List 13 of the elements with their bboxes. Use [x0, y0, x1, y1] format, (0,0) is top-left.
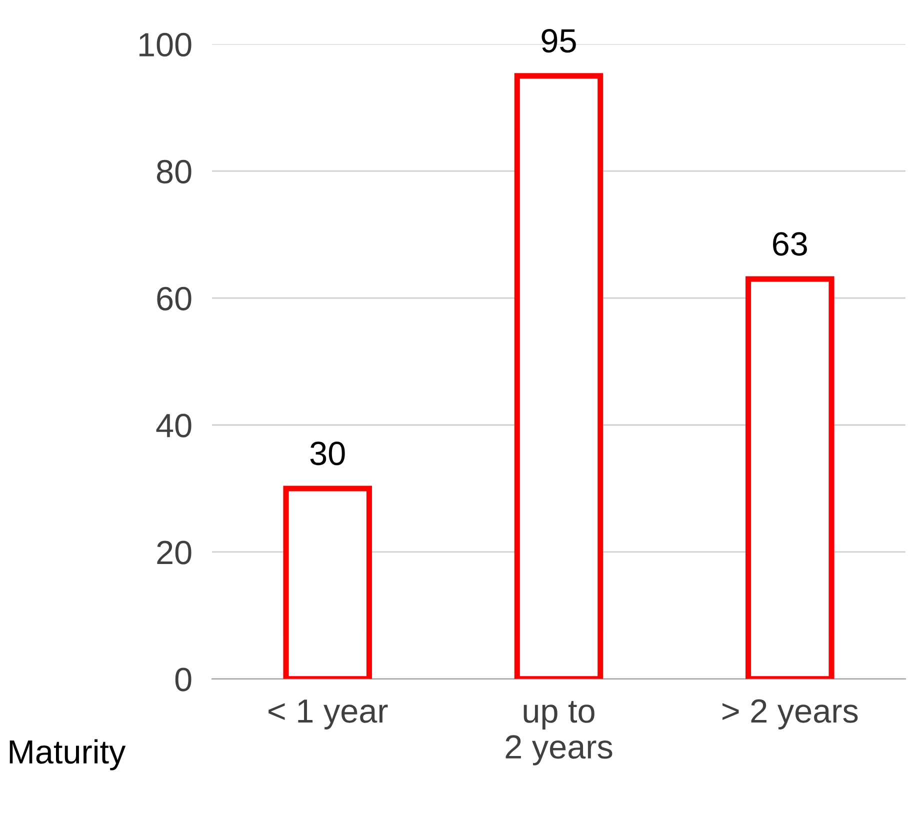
x-axis-title: Maturity: [10, 739, 126, 770]
y-tick-label: 100: [140, 32, 192, 57]
x-tick-label: up to 2 years: [506, 700, 612, 766]
y-tick-label: 40: [156, 414, 192, 438]
y-tick-label: 0: [175, 668, 192, 692]
x-tick-label: < 1 year: [268, 700, 388, 730]
y-tick-label: 80: [156, 160, 192, 184]
y-tick-label: 20: [157, 540, 192, 564]
data-label: 95: [542, 29, 576, 53]
y-tick-label: 60: [157, 286, 192, 310]
x-tick-label: > 2 years: [722, 699, 858, 730]
data-label: 30: [310, 442, 345, 466]
data-label: 63: [773, 232, 807, 256]
